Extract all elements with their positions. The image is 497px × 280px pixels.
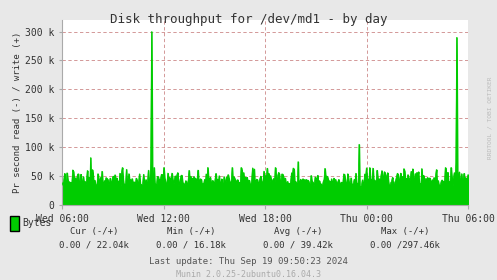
- Text: Disk throughput for /dev/md1 - by day: Disk throughput for /dev/md1 - by day: [110, 13, 387, 25]
- Text: 0.00 /297.46k: 0.00 /297.46k: [370, 241, 440, 250]
- Text: Last update: Thu Sep 19 09:50:23 2024: Last update: Thu Sep 19 09:50:23 2024: [149, 257, 348, 266]
- Text: Bytes: Bytes: [22, 218, 52, 228]
- Text: Max (-/+): Max (-/+): [381, 227, 429, 236]
- Text: RRDTOOL / TOBI OETIKER: RRDTOOL / TOBI OETIKER: [487, 76, 492, 159]
- Text: 0.00 / 16.18k: 0.00 / 16.18k: [157, 241, 226, 250]
- Text: Avg (-/+): Avg (-/+): [274, 227, 323, 236]
- Text: 0.00 / 39.42k: 0.00 / 39.42k: [263, 241, 333, 250]
- Text: 0.00 / 22.04k: 0.00 / 22.04k: [60, 241, 129, 250]
- Text: Munin 2.0.25-2ubuntu0.16.04.3: Munin 2.0.25-2ubuntu0.16.04.3: [176, 270, 321, 279]
- Text: Min (-/+): Min (-/+): [167, 227, 216, 236]
- Y-axis label: Pr second read (-) / write (+): Pr second read (-) / write (+): [13, 32, 22, 193]
- Text: Cur (-/+): Cur (-/+): [70, 227, 119, 236]
